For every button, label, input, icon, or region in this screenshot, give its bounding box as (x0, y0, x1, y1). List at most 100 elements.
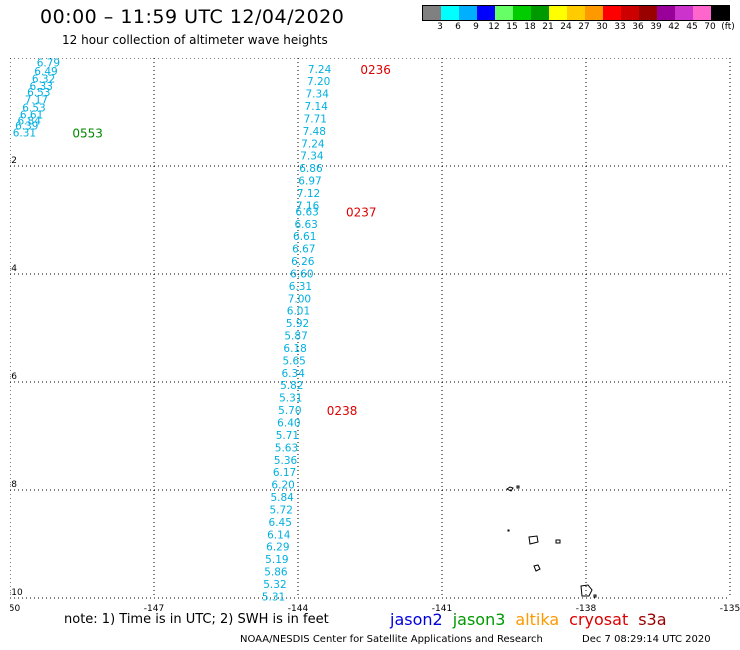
satellite-label-jason2: jason2 (390, 610, 443, 629)
island-outline (528, 535, 539, 545)
swh-value: 7.48 (303, 126, 326, 138)
lat-tick-label: -4 (10, 264, 17, 274)
colorbar-label: 36 (632, 22, 644, 32)
colorbar-label: 27 (578, 22, 590, 32)
swh-value: 5.71 (276, 430, 299, 442)
colorbar-legend (422, 5, 730, 21)
swh-value: 6.79 (37, 58, 60, 69)
swh-value: 6.45 (269, 517, 292, 529)
colorbar-label: (ft) (721, 22, 735, 32)
swh-value: 7.12 (297, 188, 320, 200)
colorbar-label: 21 (542, 22, 554, 32)
swh-value: 5.63 (275, 442, 298, 454)
swh-value: 5.31 (279, 393, 302, 405)
satellite-legend: jason2 jason3 altika cryosat s3a (390, 610, 677, 629)
swh-value: 6.39 (15, 121, 38, 133)
swh-value: 5.19 (265, 554, 288, 566)
swh-value: 5.84 (270, 492, 294, 504)
lon-tick-label: -138 (576, 604, 597, 614)
swh-value: 5.87 (284, 331, 307, 343)
island-outline (580, 584, 593, 597)
swh-value: 7.34 (306, 89, 330, 101)
credit-text: NOAA/NESDIS Center for Satellite Applica… (240, 634, 543, 645)
swh-value: 6.53 (22, 103, 45, 115)
lon-tick-label: -141 (432, 604, 452, 614)
satellite-label-jason3: jason3 (452, 610, 506, 629)
swh-value: 6.53 (27, 87, 50, 99)
swh-value: 6.20 (271, 480, 294, 492)
swh-value: 7.71 (304, 113, 327, 125)
time-label: 0553 (72, 127, 103, 141)
swh-value: 6.61 (20, 110, 43, 122)
colorbar-label: 6 (455, 22, 461, 32)
time-label: 0238 (327, 404, 358, 418)
swh-value: 6.01 (287, 306, 310, 318)
swh-value: 5.36 (274, 455, 298, 467)
colorbar-label: 12 (488, 22, 500, 32)
colorbar-swatch (675, 6, 693, 20)
colorbar-label: 3 (437, 22, 443, 32)
satellite-label-altika: altika (515, 610, 560, 629)
wave-height-map[interactable]: -150-147-144-141-138-1350-2-4-6-8-107.24… (10, 58, 740, 614)
lat-tick-label: -2 (10, 156, 17, 166)
swh-value: 6.63 (294, 219, 317, 231)
island-outline (506, 486, 514, 492)
swh-value: 6.14 (267, 529, 291, 541)
satellite-label-cryosat: cryosat (569, 610, 629, 629)
colorbar-swatch (513, 6, 531, 20)
lon-tick-label: -150 (10, 604, 20, 614)
island-outline (533, 564, 541, 572)
page-title: 00:00 – 11:59 UTC 12/04/2020 (40, 6, 345, 28)
colorbar-swatch (693, 6, 711, 20)
swh-value: 5.92 (286, 318, 309, 330)
colorbar-swatch (639, 6, 657, 20)
swh-value: 6.67 (292, 244, 315, 256)
swh-value: 7.24 (308, 64, 332, 76)
time-label: 0237 (346, 205, 377, 219)
colorbar-label: 45 (686, 22, 698, 32)
swh-value: 6.29 (266, 542, 289, 554)
swh-value: 7.14 (305, 101, 329, 113)
colorbar-swatch (477, 6, 495, 20)
swh-value: 6.18 (283, 343, 306, 355)
swh-value: 7.00 (288, 293, 311, 305)
swh-value: 6.60 (290, 268, 313, 280)
swh-value: 7.17 (25, 95, 48, 107)
colorbar-label: 30 (596, 22, 608, 32)
swh-value: 5.31 (262, 591, 285, 603)
swh-value: 7.24 (301, 138, 325, 150)
swh-value: 5.72 (270, 504, 293, 516)
swh-value: 6.34 (282, 368, 306, 380)
colorbar-swatch (567, 6, 585, 20)
colorbar-label: 15 (506, 22, 518, 32)
swh-value: 6.97 (298, 176, 321, 188)
colorbar-swatch (459, 6, 477, 20)
swh-value: 5.32 (263, 579, 286, 591)
colorbar-swatch (621, 6, 639, 20)
swh-value: 6.31 (13, 128, 36, 140)
swh-value: 5.70 (278, 405, 301, 417)
swh-value: 6.31 (289, 281, 312, 293)
page-subtitle: 12 hour collection of altimeter wave hei… (62, 33, 328, 47)
island-outline (516, 485, 520, 489)
swh-value: 5.82 (280, 380, 303, 392)
lat-tick-label: -10 (10, 588, 23, 598)
swh-value: 7.34 (300, 151, 324, 163)
colorbar-labels: 3 6 9 12 15 18 21 24 27 30 33 36 39 42 45 70 (ft) (422, 22, 740, 34)
swh-value: 6.32 (32, 74, 55, 86)
satellite-label-s3a: s3a (638, 610, 667, 629)
swh-value: 7.20 (307, 76, 330, 88)
swh-value: 6.63 (295, 206, 318, 218)
colorbar-swatch (531, 6, 549, 20)
colorbar-swatch (549, 6, 567, 20)
colorbar-label: 18 (524, 22, 536, 32)
colorbar-label: 24 (560, 22, 572, 32)
colorbar-swatch (657, 6, 675, 20)
colorbar-label: 33 (614, 22, 626, 32)
lat-tick-label: -6 (10, 372, 17, 382)
colorbar-swatch (495, 6, 513, 20)
swh-value: 6.86 (299, 163, 323, 175)
lon-tick-label: -144 (288, 604, 309, 614)
swh-value: 6.26 (291, 256, 315, 268)
island-outline (555, 539, 561, 544)
